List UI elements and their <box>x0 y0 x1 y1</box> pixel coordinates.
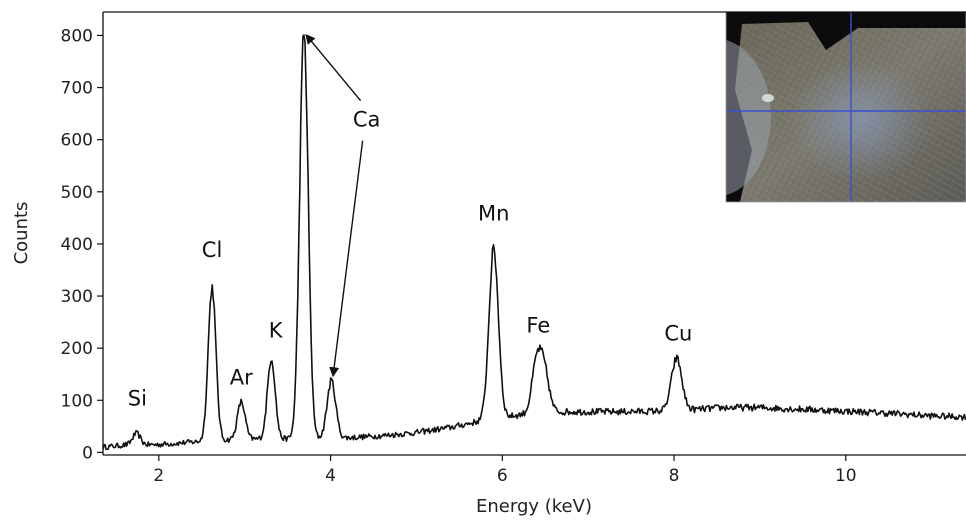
spectrum-line <box>103 34 966 451</box>
peak-label-cu: Cu <box>664 321 692 345</box>
peak-label-k: K <box>269 319 284 343</box>
ca-arrow <box>329 140 364 378</box>
x-axis-title: Energy (keV) <box>476 496 592 517</box>
y-tick-label: 400 <box>61 235 93 255</box>
annotations: Si Cl Ar K Ca Mn Fe Cu <box>128 33 692 410</box>
x-tick-label: 4 <box>325 466 336 486</box>
x-tick-label: 8 <box>669 466 680 486</box>
y-tick-label: 100 <box>61 391 93 411</box>
y-tick-label: 600 <box>61 131 93 151</box>
y-tick-label: 200 <box>61 339 93 359</box>
peak-label-si: Si <box>128 386 147 410</box>
y-tick-label: 700 <box>61 79 93 99</box>
axes <box>102 11 966 456</box>
y-tick-label: 500 <box>61 183 93 203</box>
peak-label-fe: Fe <box>526 314 550 338</box>
spectrum-group <box>103 34 966 451</box>
inset-micrograph <box>725 11 966 203</box>
peak-label-ar: Ar <box>230 366 253 390</box>
peak-label-ca: Ca <box>353 108 381 132</box>
y-tick-label: 0 <box>82 443 93 463</box>
peak-label-cl: Cl <box>202 238 223 262</box>
ca-arrow <box>305 33 362 102</box>
y-axis-title: Counts <box>11 202 32 265</box>
x-tick-label: 10 <box>835 466 857 486</box>
peak-label-mn: Mn <box>478 201 509 225</box>
x-tick-label: 2 <box>153 466 164 486</box>
x-tick-label: 6 <box>497 466 508 486</box>
y-tick-label: 300 <box>61 287 93 307</box>
y-tick-label: 800 <box>61 26 93 46</box>
